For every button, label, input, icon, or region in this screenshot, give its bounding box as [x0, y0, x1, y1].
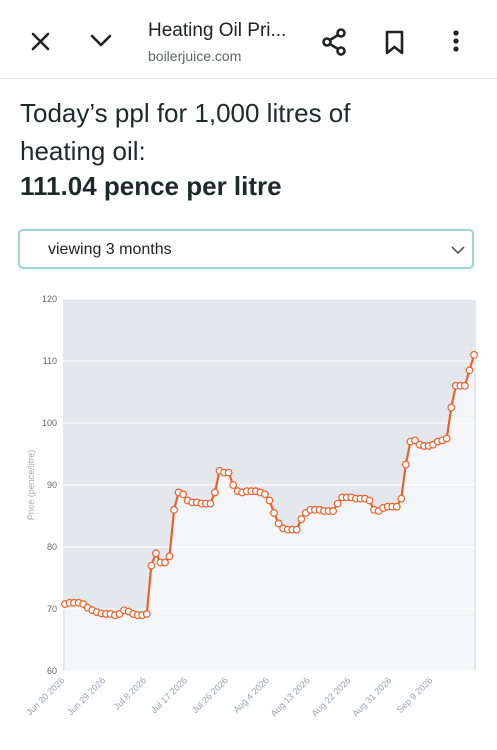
x-tick-label: Jul 26 2026: [190, 675, 230, 715]
point: [265, 496, 274, 505]
x-tick-label: Aug 4 2026: [231, 675, 271, 715]
more-icon[interactable]: [453, 30, 459, 52]
point: [224, 468, 233, 477]
x-tick-label: Jun 20 2026: [24, 675, 66, 717]
x-tick-label: Jul 8 2026: [112, 675, 148, 711]
x-tick-label: Sep 9 2026: [395, 675, 435, 715]
point: [211, 488, 219, 497]
y-tick-label: 60: [47, 666, 57, 676]
area-fill: [65, 354, 474, 671]
bookmark-icon[interactable]: [385, 30, 404, 55]
point: [270, 508, 278, 517]
point: [365, 496, 374, 505]
point: [206, 499, 215, 508]
point: [442, 434, 451, 443]
point: [333, 499, 342, 508]
point: [229, 481, 238, 489]
chart: Price (pence/litre) 60 70 80 90 100 110 120 Jun…: [24, 294, 478, 719]
y-tick-label: 70: [47, 604, 57, 614]
y-tick-label: 80: [47, 542, 57, 552]
point: [470, 350, 478, 359]
point: [461, 381, 469, 390]
heading: Today’s ppl for 1,000 litres of heating …: [20, 98, 351, 166]
x-tick-label: Aug 13 2026: [269, 675, 312, 718]
point: [274, 519, 283, 528]
point: [465, 366, 474, 375]
x-tick-label: Jun 29 2026: [65, 675, 107, 717]
app-bar: Heating Oil Pri... boilerjuice.com: [0, 0, 497, 79]
point: [411, 436, 419, 445]
page-title: Heating Oil Pri...: [148, 20, 287, 41]
range-dropdown[interactable]: viewing 3 months: [18, 229, 474, 269]
x-tick-label: Jul 17 2026: [149, 675, 189, 715]
point: [147, 561, 156, 570]
point: [292, 525, 301, 534]
dropdown-chevron: [451, 246, 465, 255]
y-tick-label: 110: [43, 356, 57, 366]
collapse-icon[interactable]: [90, 34, 112, 47]
point: [329, 507, 338, 515]
point: [401, 460, 410, 469]
y-tick-label: 100: [42, 418, 57, 428]
point: [447, 403, 456, 412]
point: [165, 552, 174, 561]
point: [142, 610, 151, 618]
y-tick-label: 120: [42, 294, 57, 304]
point: [297, 515, 306, 524]
dropdown-label: viewing 3 months: [48, 241, 172, 258]
page-url: boilerjuice.com: [148, 48, 242, 64]
x-tick-label: Aug 22 2026: [310, 675, 353, 718]
point: [161, 558, 169, 567]
price: 111.04 pence per litre: [20, 171, 282, 201]
point: [179, 490, 188, 499]
point: [392, 502, 401, 511]
share-icon[interactable]: [322, 28, 346, 56]
point: [170, 505, 178, 514]
point: [397, 494, 406, 503]
x-tick-label: Aug 31 2026: [350, 675, 393, 718]
point: [261, 490, 269, 499]
app-bar-icons: [31, 28, 459, 56]
close-icon[interactable]: [31, 32, 50, 51]
point: [151, 549, 160, 558]
y-axis-label: Price (pence/litre): [26, 450, 36, 521]
y-tick-label: 90: [47, 480, 57, 490]
